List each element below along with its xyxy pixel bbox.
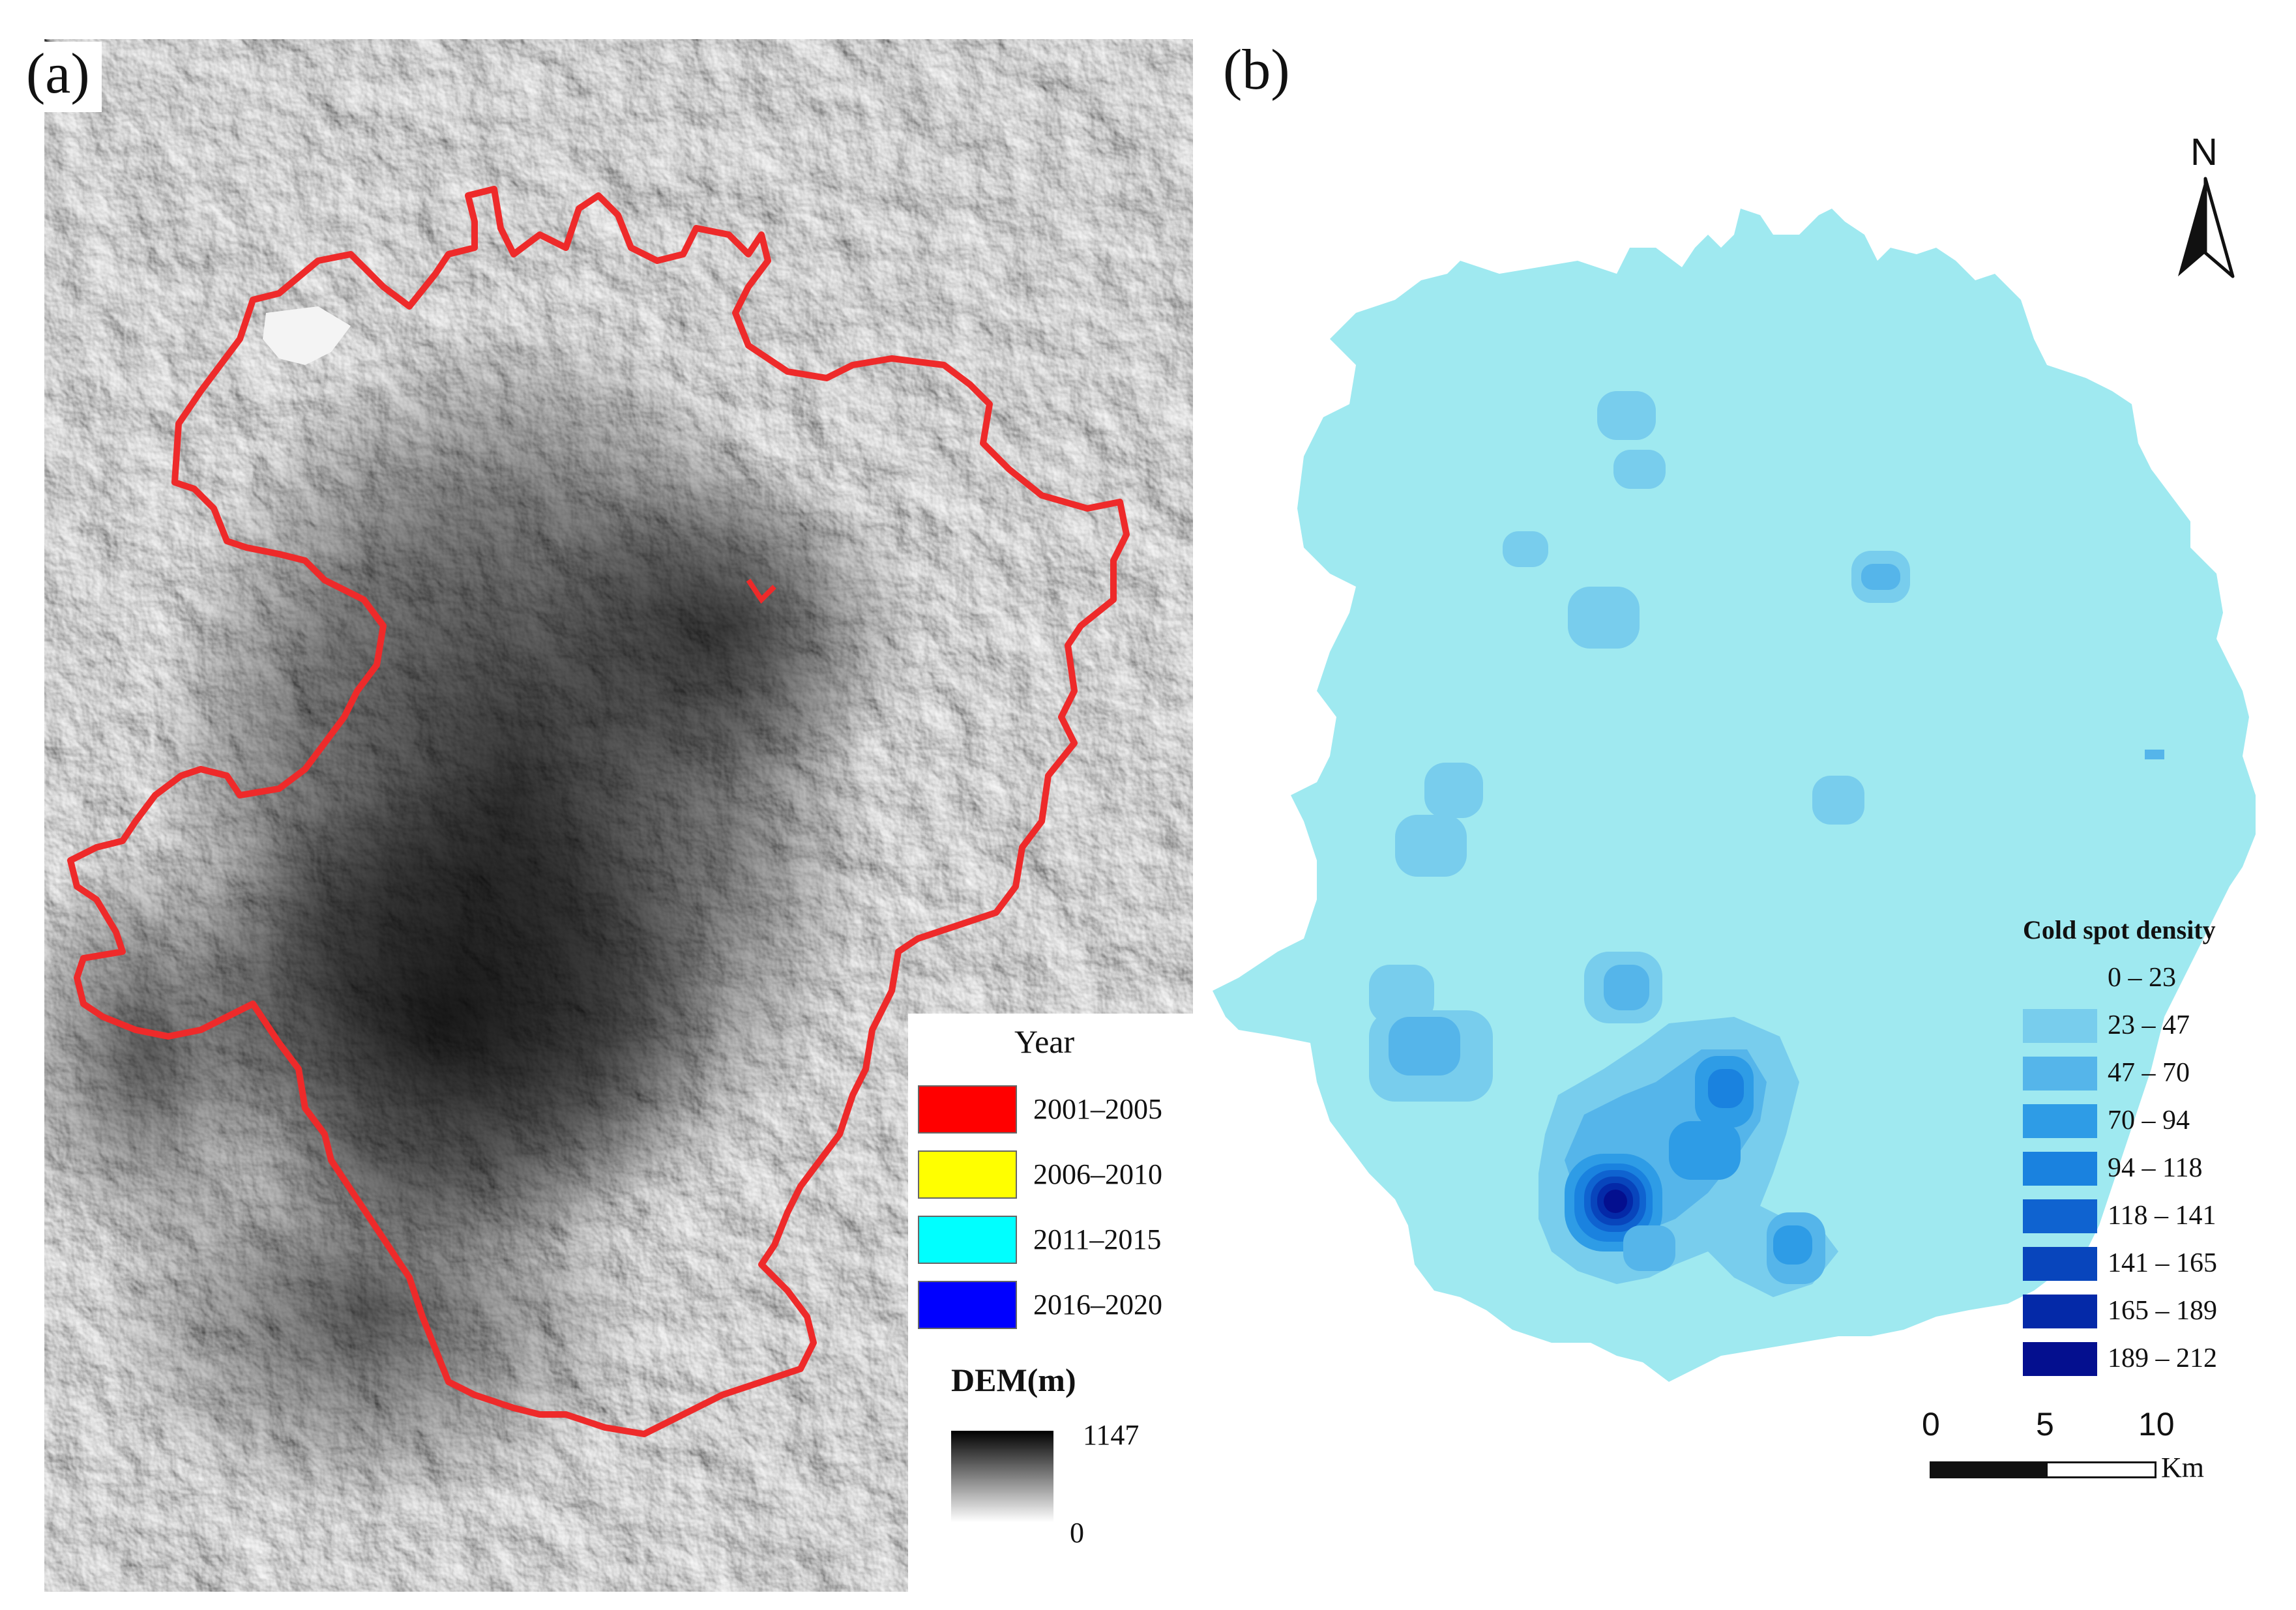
year-label-2006-2010: 2006–2010 — [1033, 1158, 1162, 1190]
year-label-2001-2005: 2001–2005 — [1033, 1093, 1162, 1125]
year-label-2016-2020: 2016–2020 — [1033, 1289, 1162, 1321]
density-label: 94 – 118 — [2108, 1153, 2203, 1183]
density-label: 47 – 70 — [2108, 1058, 2190, 1088]
density-swatch — [2023, 1104, 2097, 1138]
panel-a-label: (a) — [23, 42, 102, 112]
panel-b-label: (b) — [1223, 38, 1290, 102]
dem-color-ramp — [951, 1431, 1053, 1522]
year-legend: Year 2001–2005 2006–2010 2011–2015 2016–… — [908, 1014, 1200, 1356]
north-arrow-icon — [2178, 177, 2235, 278]
density-swatch — [2023, 1247, 2097, 1281]
scale-tick-5: 5 — [2036, 1406, 2054, 1442]
north-label: N — [2190, 131, 2218, 173]
year-swatch-2016-2020 — [918, 1281, 1017, 1329]
density-swatch — [2023, 1199, 2097, 1233]
dem-legend: DEM(m) 1147 0 — [908, 1356, 1200, 1592]
density-swatch — [2023, 1342, 2097, 1376]
year-legend-title: Year — [1014, 1023, 1075, 1060]
density-label: 189 – 212 — [2108, 1343, 2217, 1373]
density-swatch — [2023, 961, 2097, 995]
dem-min-label: 0 — [1070, 1517, 1084, 1549]
density-label: 118 – 141 — [2108, 1201, 2216, 1231]
cold-spot-density-map — [1213, 209, 2256, 1382]
density-label: 70 – 94 — [2108, 1105, 2190, 1135]
scale-tick-10: 10 — [2138, 1406, 2175, 1442]
dem-max-label: 1147 — [1083, 1419, 1140, 1451]
density-label: 141 – 165 — [2108, 1248, 2217, 1278]
study-area-boundary — [67, 186, 1130, 1437]
scale-segment-black — [1930, 1461, 2046, 1478]
density-label: 23 – 47 — [2108, 1010, 2190, 1040]
density-legend: Cold spot density 0 – 23 23 – 47 47 – 70 70… — [2018, 909, 2296, 1379]
scale-segment-white — [2046, 1461, 2156, 1478]
density-label: 165 – 189 — [2108, 1296, 2217, 1326]
density-swatch — [2023, 1295, 2097, 1328]
panel-a: (a) Year 2001–2005 2006–2010 2011–2015 2… — [23, 39, 1200, 1592]
density-swatch — [2023, 1152, 2097, 1186]
year-swatch-2006-2010 — [918, 1150, 1017, 1199]
scale-unit-label: Km — [2161, 1452, 2204, 1484]
year-swatch-2011-2015 — [918, 1216, 1017, 1264]
density-legend-title: Cold spot density — [2023, 915, 2216, 944]
scale-bar: 0 5 10 Km — [1922, 1406, 2223, 1486]
panel-b: (b) — [1200, 0, 2296, 1610]
year-label-2011-2015: 2011–2015 — [1033, 1223, 1162, 1255]
density-label: 0 – 23 — [2108, 963, 2176, 993]
dem-hillshade-map — [44, 39, 1193, 1592]
scale-tick-0: 0 — [1922, 1406, 1940, 1442]
year-swatch-2001-2005 — [918, 1085, 1017, 1134]
density-swatch — [2023, 1009, 2097, 1043]
dem-legend-title: DEM(m) — [951, 1362, 1076, 1398]
density-swatch — [2023, 1057, 2097, 1090]
